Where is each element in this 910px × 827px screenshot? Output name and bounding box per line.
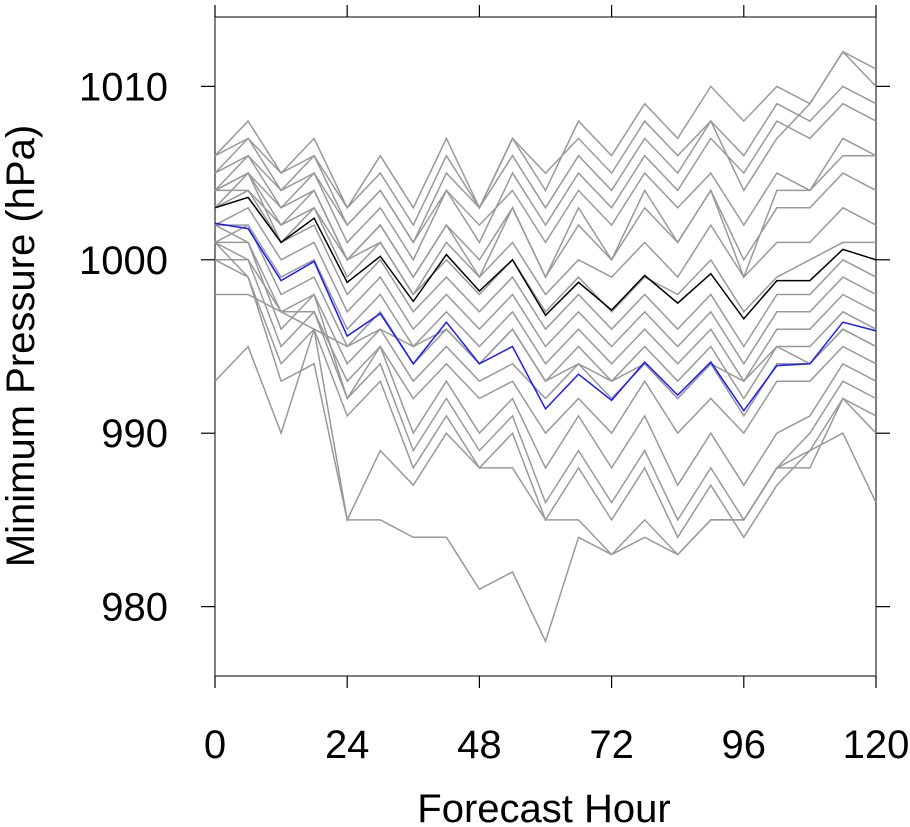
ensemble-member-line (214, 85, 877, 244)
ensemble-member-line (215, 224, 877, 383)
ensemble-member-line (214, 224, 877, 487)
ensemble-mean-line (214, 196, 877, 321)
ensemble-member-line (214, 50, 877, 210)
series-layer (214, 50, 877, 644)
x-tick-label: 0 (204, 723, 226, 767)
ensemble-member-line (214, 241, 877, 556)
ensemble-member-line (214, 102, 877, 262)
x-axis-title: Forecast Hour (417, 787, 670, 827)
ensemble-member-line (215, 293, 877, 400)
ensemble-member-line (214, 50, 877, 227)
y-tick-label: 980 (101, 586, 168, 630)
ensemble-member-line (214, 206, 877, 366)
axes: 0 24 48 72 96 120 980 990 1000 1010 (79, 5, 909, 767)
y-tick-label: 1010 (79, 65, 168, 109)
ensemble-member-line (214, 137, 877, 280)
x-tick-label: 96 (722, 723, 767, 767)
y-tick-label: 990 (101, 412, 168, 456)
y-axis-title: Minimum Pressure (hPa) (0, 125, 43, 567)
ensemble-member-line (214, 154, 876, 244)
x-tick-label: 72 (589, 723, 634, 767)
ensemble-member-line (214, 171, 877, 296)
ensemble-member-line (215, 189, 876, 314)
x-tick-label: 48 (457, 723, 502, 767)
y-tick-label: 1000 (79, 239, 168, 283)
x-tick-label: 24 (325, 723, 370, 767)
ensemble-member-line (214, 189, 877, 348)
highlighted-member-line (214, 222, 877, 413)
x-tick-label: 120 (843, 723, 910, 767)
